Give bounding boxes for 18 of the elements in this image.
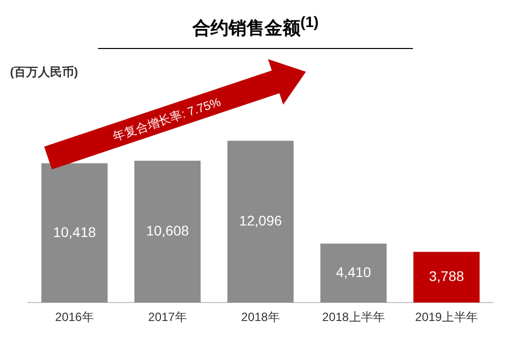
x-tick-label: 2018年 [241, 310, 280, 324]
chart-title: 合约销售金额$^{(1)}$ [191, 14, 320, 40]
x-tick-label: 2019上半年 [415, 310, 478, 324]
bar [227, 140, 294, 303]
text: (百万人民币) [10, 64, 78, 81]
annotation: 年复合增长率: 7.75% [111, 94, 223, 144]
x-tick-label: 2018上半年 [322, 310, 385, 324]
bar [413, 252, 480, 303]
data-label: 10,608 [146, 222, 190, 239]
bar [320, 244, 387, 303]
data-label: 10,418 [53, 224, 96, 240]
data-label: 3,788 [428, 268, 464, 284]
x-tick-label: 2016年 [55, 310, 94, 324]
data-label: 4,410 [336, 264, 372, 280]
x-tick-label: 2017年 [148, 310, 187, 324]
data-label: 12,096 [239, 212, 282, 229]
bar [41, 163, 108, 303]
bar [134, 160, 201, 303]
